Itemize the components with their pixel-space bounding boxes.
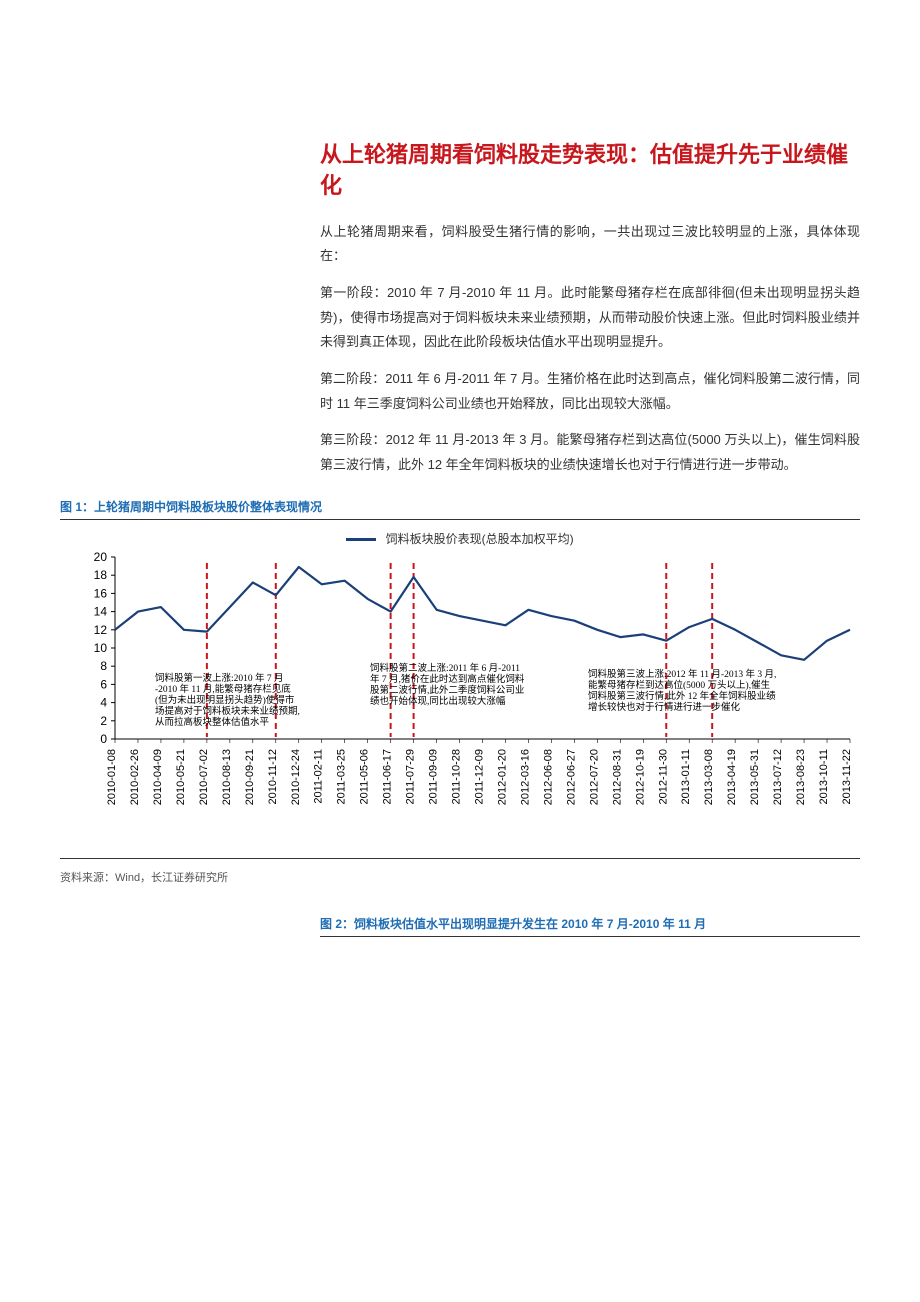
svg-text:从而拉高板块整体估值水平: 从而拉高板块整体估值水平 — [155, 716, 270, 728]
svg-text:0: 0 — [100, 732, 107, 746]
svg-text:2012-06-08: 2012-06-08 — [542, 749, 554, 805]
svg-text:2010-09-21: 2010-09-21 — [244, 749, 256, 805]
svg-text:2013-10-11: 2013-10-11 — [818, 749, 830, 804]
svg-text:2012-01-20: 2012-01-20 — [496, 749, 508, 805]
figure1-rule-top — [60, 519, 860, 520]
phase1-paragraph: 第一阶段：2010 年 7 月-2010 年 11 月。此时能繁母猪存栏在底部徘… — [320, 281, 860, 355]
phase3-paragraph: 第三阶段：2012 年 11 月-2013 年 3 月。能繁母猪存栏到达高位(5… — [320, 428, 860, 477]
svg-text:2012-07-20: 2012-07-20 — [588, 749, 600, 805]
svg-text:2011-07-29: 2011-07-29 — [405, 749, 417, 804]
svg-text:场提高对于饲料板块未来业绩预期,: 场提高对于饲料板块未来业绩预期, — [155, 705, 300, 717]
svg-text:2011-06-17: 2011-06-17 — [382, 749, 394, 804]
svg-text:6: 6 — [100, 677, 107, 691]
svg-text:2010-08-13: 2010-08-13 — [221, 749, 233, 805]
svg-text:饲料股第三波上涨:2012 年 11 月-2013 年 3: 饲料股第三波上涨:2012 年 11 月-2013 年 3 月, — [588, 668, 776, 680]
intro-paragraph: 从上轮猪周期来看，饲料股受生猪行情的影响，一共出现过三波比较明显的上涨，具体体现… — [320, 220, 860, 269]
svg-text:14: 14 — [94, 604, 108, 618]
svg-text:12: 12 — [94, 623, 108, 637]
svg-text:18: 18 — [94, 568, 108, 582]
figure1-caption: 图 1：上轮猪周期中饲料股板块股价整体表现情况 — [60, 498, 860, 515]
svg-text:2013-08-23: 2013-08-23 — [795, 749, 807, 805]
section-heading: 从上轮猪周期看饲料股走势表现：估值提升先于业绩催化 — [320, 140, 860, 202]
svg-text:8: 8 — [100, 659, 107, 673]
svg-text:2010-11-12: 2010-11-12 — [267, 749, 279, 804]
figure2-caption: 图 2：饲料板块估值水平出现明显提升发生在 2010 年 7 月-2010 年 … — [320, 915, 860, 932]
svg-text:2012-10-19: 2012-10-19 — [634, 749, 646, 805]
svg-text:2013-01-11: 2013-01-11 — [680, 749, 692, 804]
chart-svg: 0 2 4 6 8 10 12 14 16 18 20 2010-01-08 2010-02-26 201… — [60, 549, 860, 849]
svg-text:20: 20 — [94, 550, 108, 564]
svg-text:2013-11-22: 2013-11-22 — [841, 749, 853, 804]
svg-text:饲料股第一波上涨:2010 年 7 月: 饲料股第一波上涨:2010 年 7 月 — [155, 672, 284, 684]
svg-text:2011-02-11: 2011-02-11 — [313, 749, 325, 804]
svg-text:2011-05-06: 2011-05-06 — [359, 749, 371, 804]
svg-text:10: 10 — [94, 641, 108, 655]
svg-text:2011-03-25: 2011-03-25 — [336, 749, 348, 804]
svg-text:2010-12-24: 2010-12-24 — [290, 749, 302, 805]
legend-swatch — [346, 538, 376, 541]
svg-text:2013-04-19: 2013-04-19 — [726, 749, 738, 805]
svg-text:2: 2 — [100, 714, 107, 728]
svg-text:2010-04-09: 2010-04-09 — [152, 749, 164, 805]
svg-text:股第二波行情,此外二季度饲料公司业: 股第二波行情,此外二季度饲料公司业 — [370, 684, 524, 696]
figure1-chart: 饲料板块股价表现(总股本加权平均) 0 2 4 6 8 10 12 14 16 18 20 2010-… — [60, 530, 860, 854]
source-text: 资料来源：Wind，长江证券研究所 — [60, 869, 860, 885]
svg-text:4: 4 — [100, 695, 107, 709]
figure2-rule-top — [320, 936, 860, 937]
svg-text:2013-03-08: 2013-03-08 — [703, 749, 715, 805]
svg-text:2012-08-31: 2012-08-31 — [611, 749, 623, 805]
svg-text:2013-07-12: 2013-07-12 — [772, 749, 784, 805]
svg-text:2013-05-31: 2013-05-31 — [749, 749, 761, 805]
svg-text:绩也开始体现,同比出现较大涨幅: 绩也开始体现,同比出现较大涨幅 — [370, 695, 506, 707]
svg-text:2010-02-26: 2010-02-26 — [129, 749, 141, 805]
chart-legend: 饲料板块股价表现(总股本加权平均) — [60, 530, 860, 547]
svg-text:2011-10-28: 2011-10-28 — [451, 749, 463, 804]
svg-text:2010-05-21: 2010-05-21 — [175, 749, 187, 805]
svg-text:年 7 月,猪价在此时达到高点催化饲料: 年 7 月,猪价在此时达到高点催化饲料 — [370, 673, 525, 685]
svg-text:16: 16 — [94, 586, 108, 600]
svg-text:2012-06-27: 2012-06-27 — [565, 749, 577, 805]
svg-text:能繁母猪存栏到达高位(5000 万头以上),催生: 能繁母猪存栏到达高位(5000 万头以上),催生 — [588, 679, 771, 691]
svg-text:2010-07-02: 2010-07-02 — [198, 749, 210, 805]
svg-text:2012-03-16: 2012-03-16 — [519, 749, 531, 805]
svg-text:-2010 年 11 月,能繁母猪存栏见底: -2010 年 11 月,能繁母猪存栏见底 — [155, 683, 291, 695]
svg-text:2010-01-08: 2010-01-08 — [106, 749, 118, 805]
svg-text:饲料股第二波上涨:2011 年 6 月-2011: 饲料股第二波上涨:2011 年 6 月-2011 — [370, 662, 520, 674]
svg-text:(但为未出现明显拐头趋势)使得市: (但为未出现明显拐头趋势)使得市 — [155, 694, 295, 706]
svg-text:2011-12-09: 2011-12-09 — [474, 749, 486, 804]
svg-text:2011-09-09: 2011-09-09 — [428, 749, 440, 804]
svg-text:增长较快也对于行情进行进一步催化: 增长较快也对于行情进行进一步催化 — [588, 701, 741, 713]
svg-text:饲料股第三波行情,此外 12 年全年饲料股业绩: 饲料股第三波行情,此外 12 年全年饲料股业绩 — [588, 690, 776, 702]
figure1-rule-bottom — [60, 858, 860, 859]
svg-text:2012-11-30: 2012-11-30 — [657, 749, 669, 804]
legend-label: 饲料板块股价表现(总股本加权平均) — [386, 532, 574, 546]
phase2-paragraph: 第二阶段：2011 年 6 月-2011 年 7 月。生猪价格在此时达到高点，催… — [320, 367, 860, 416]
